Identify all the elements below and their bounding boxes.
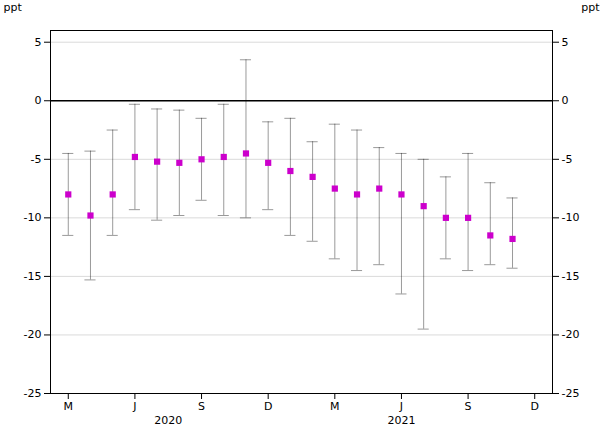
svg-text:M: M: [64, 400, 74, 413]
svg-text:ppt: ppt: [4, 1, 23, 14]
svg-text:-15: -15: [24, 270, 42, 283]
svg-text:-10: -10: [24, 211, 42, 224]
svg-text:-20: -20: [562, 328, 580, 341]
svg-text:S: S: [465, 400, 472, 413]
svg-text:5: 5: [35, 36, 42, 49]
svg-text:-20: -20: [24, 328, 42, 341]
svg-text:D: D: [264, 400, 272, 413]
svg-text:-25: -25: [24, 387, 42, 400]
svg-text:-5: -5: [31, 153, 42, 166]
svg-text:J: J: [399, 400, 403, 413]
svg-text:0: 0: [562, 94, 569, 107]
svg-text:M: M: [330, 400, 340, 413]
svg-text:J: J: [132, 400, 136, 413]
svg-text:5: 5: [562, 36, 569, 49]
svg-text:D: D: [530, 400, 538, 413]
svg-text:ppt: ppt: [581, 1, 600, 14]
svg-text:-25: -25: [562, 387, 580, 400]
svg-text:0: 0: [35, 94, 42, 107]
svg-text:2021: 2021: [387, 414, 415, 427]
svg-text:-10: -10: [562, 211, 580, 224]
svg-text:S: S: [198, 400, 205, 413]
svg-text:-15: -15: [562, 270, 580, 283]
svg-text:-5: -5: [562, 153, 573, 166]
svg-text:2020: 2020: [154, 414, 182, 427]
